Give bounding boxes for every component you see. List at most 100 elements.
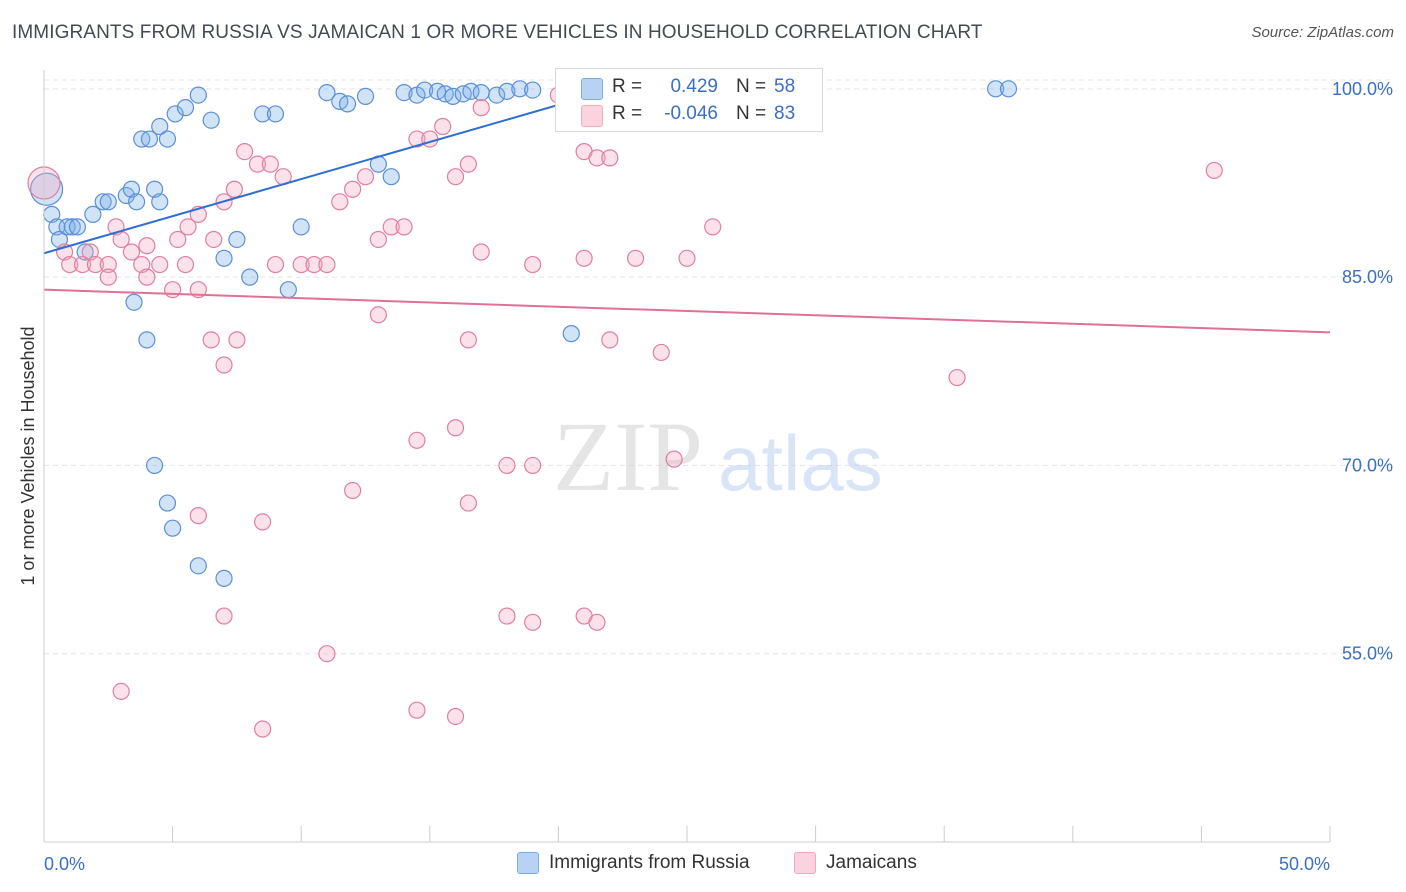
jamaicans-point	[459, 331, 477, 349]
jamaicans-point	[169, 230, 187, 249]
russia-point	[29, 172, 64, 206]
russia-point	[84, 205, 102, 223]
y-axis-label: 1 or more Vehicles in Household	[18, 326, 38, 585]
jamaicans-point	[138, 268, 156, 286]
grid-lines	[44, 79, 1392, 655]
russia-point	[999, 80, 1018, 98]
russia-point	[511, 80, 529, 98]
r-label: R =	[612, 76, 643, 97]
jamaicans-point	[408, 701, 426, 719]
russia-point	[158, 130, 177, 148]
jamaicans-point	[472, 99, 490, 117]
jamaicans-point	[395, 218, 413, 236]
legend-item-russia[interactable]: Immigrants from Russia	[517, 852, 750, 874]
jamaicans-point	[369, 306, 387, 324]
russia-point	[472, 83, 490, 102]
jamaicans-point	[305, 255, 323, 274]
russia-point	[125, 293, 143, 311]
jamaicans-point	[344, 180, 362, 198]
bottom-legend: Immigrants from Russia Jamaicans	[0, 850, 1406, 880]
jamaicans-point	[601, 149, 619, 167]
jamaicans-point	[524, 255, 542, 274]
jamaicans-point	[81, 243, 99, 261]
jamaicans-point	[678, 249, 696, 267]
russia-point	[254, 105, 272, 123]
russia-point	[127, 193, 146, 211]
jamaicans-point	[189, 507, 207, 525]
chart-source: Source: ZipAtlas.com	[1251, 24, 1394, 41]
russia-point	[151, 117, 169, 136]
jamaicans-point	[588, 613, 606, 631]
jamaicans-point	[318, 255, 336, 274]
russia-point	[176, 99, 195, 117]
jamaicans-point	[369, 230, 387, 249]
russia-point	[488, 86, 506, 104]
jamaicans-point	[215, 356, 233, 374]
russia-point	[279, 281, 297, 299]
russia-point	[562, 325, 580, 343]
russia-point	[524, 81, 542, 99]
jamaicans-point	[446, 419, 465, 437]
y-tick-label: 55.0%	[1342, 644, 1393, 664]
y-tick-label: 70.0%	[1342, 455, 1393, 475]
russia-trend-line	[43, 85, 623, 255]
russia-point	[94, 193, 112, 211]
russia-point	[444, 87, 462, 105]
russia-point	[215, 569, 233, 587]
russia-point	[498, 82, 516, 100]
russia-point	[338, 95, 357, 113]
jamaicans-point	[261, 155, 279, 173]
russia-point	[138, 331, 156, 349]
russia-point	[166, 105, 184, 123]
russia-point	[266, 105, 285, 123]
russia-point	[158, 494, 177, 512]
jamaicans-point	[459, 494, 477, 512]
jamaicans-point	[588, 149, 606, 167]
jamaicans-point	[86, 255, 105, 274]
russia-point	[189, 557, 207, 575]
watermark-atlas: atlas	[718, 419, 883, 507]
jamaicans-trend-line	[43, 288, 1331, 334]
jamaicans-point	[344, 481, 362, 500]
jamaicans-point	[133, 255, 151, 274]
legend-item-jamaicans[interactable]: Jamaicans	[794, 852, 917, 874]
russia-point	[318, 83, 336, 102]
jamaicans-point	[524, 456, 542, 475]
russia-point	[292, 218, 310, 236]
jamaicans-point	[652, 343, 670, 362]
jamaicans-point	[228, 331, 246, 349]
stats-legend: R = 0.429 N = 58 R = -0.046 N = 83	[555, 68, 823, 132]
jamaicans-point	[122, 243, 141, 261]
russia-point	[241, 268, 259, 286]
jamaicans-point	[318, 645, 336, 663]
russia-point	[76, 243, 94, 261]
russia-point	[356, 87, 375, 105]
russia-point	[228, 230, 246, 249]
jamaicans-point	[626, 249, 645, 267]
jamaicans-point	[225, 180, 243, 198]
jamaicans-point	[472, 243, 490, 261]
r-label: R =	[612, 103, 643, 124]
trend-lines	[43, 85, 1331, 334]
x-tick-label: 0.0%	[44, 854, 85, 874]
jamaicans-point	[408, 431, 426, 449]
stats-row-russia: R = 0.429 N = 58	[556, 73, 822, 101]
y-tick-label: 85.0%	[1342, 267, 1393, 287]
jamaicans-point	[202, 331, 220, 349]
jamaicans-point	[138, 237, 156, 255]
jamaicans-point	[446, 707, 465, 726]
jamaicans-point	[601, 331, 619, 349]
jamaicans-point	[498, 607, 516, 625]
jamaicans-point	[151, 255, 169, 274]
russia-point	[122, 180, 141, 198]
legend-label-russia: Immigrants from Russia	[549, 852, 750, 873]
russia-point	[164, 519, 182, 537]
jamaicans-point	[446, 168, 465, 186]
jamaicans-point	[421, 130, 439, 148]
jamaicans-point	[331, 193, 349, 211]
jamaicans-point	[176, 255, 195, 274]
russia-point	[987, 80, 1005, 98]
jamaicans-point	[575, 249, 593, 267]
stats-row-jamaicans: R = -0.046 N = 83	[556, 100, 822, 128]
jamaicans-point	[434, 117, 452, 136]
